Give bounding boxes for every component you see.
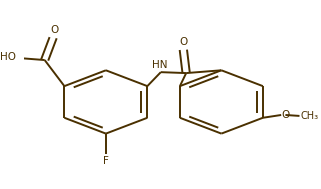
- Text: O: O: [282, 110, 290, 120]
- Text: HN: HN: [152, 60, 167, 70]
- Text: CH₃: CH₃: [301, 111, 319, 121]
- Text: O: O: [180, 37, 188, 47]
- Text: HO: HO: [1, 52, 16, 62]
- Text: O: O: [50, 25, 59, 35]
- Text: F: F: [103, 156, 109, 166]
